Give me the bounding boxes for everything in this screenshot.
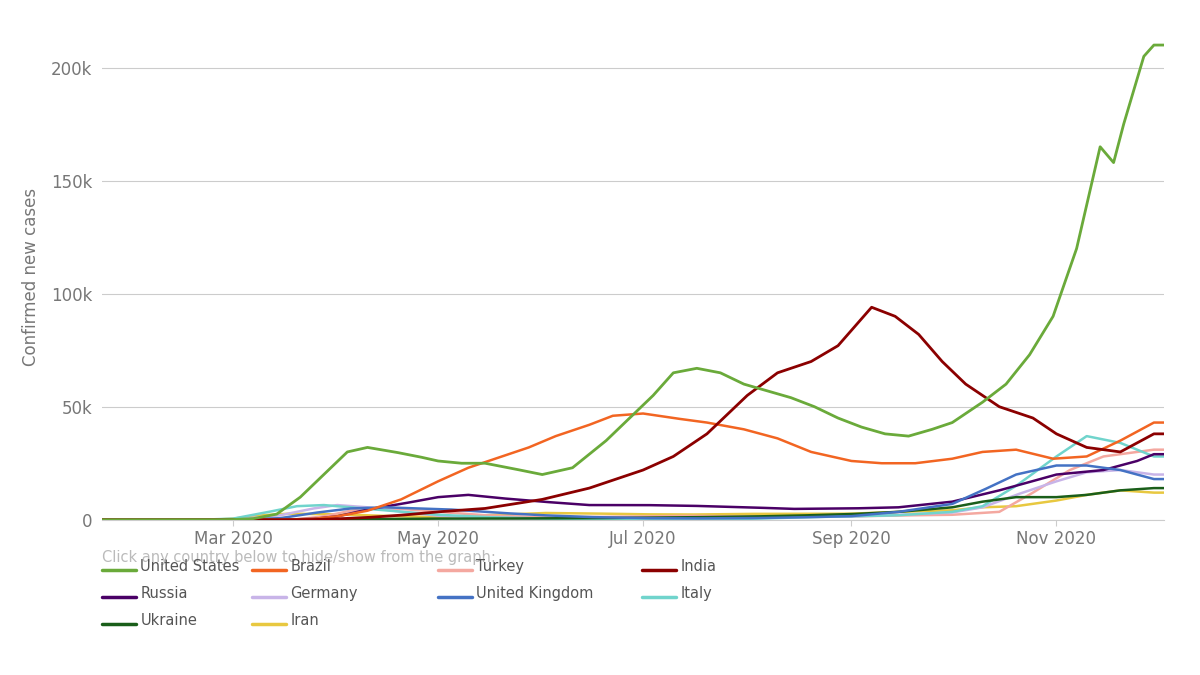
Text: Iran: Iran (290, 613, 319, 628)
Text: Ukraine: Ukraine (140, 613, 197, 628)
Text: Click any country below to hide/show from the graph:: Click any country below to hide/show fro… (102, 550, 496, 565)
Y-axis label: Confirmed new cases: Confirmed new cases (22, 188, 40, 366)
Text: Turkey: Turkey (476, 559, 524, 574)
Text: India: India (680, 559, 716, 574)
Text: Italy: Italy (680, 586, 712, 601)
Text: Germany: Germany (290, 586, 358, 601)
Text: United States: United States (140, 559, 240, 574)
Text: Brazil: Brazil (290, 559, 331, 574)
Text: Russia: Russia (140, 586, 188, 601)
Text: United Kingdom: United Kingdom (476, 586, 594, 601)
